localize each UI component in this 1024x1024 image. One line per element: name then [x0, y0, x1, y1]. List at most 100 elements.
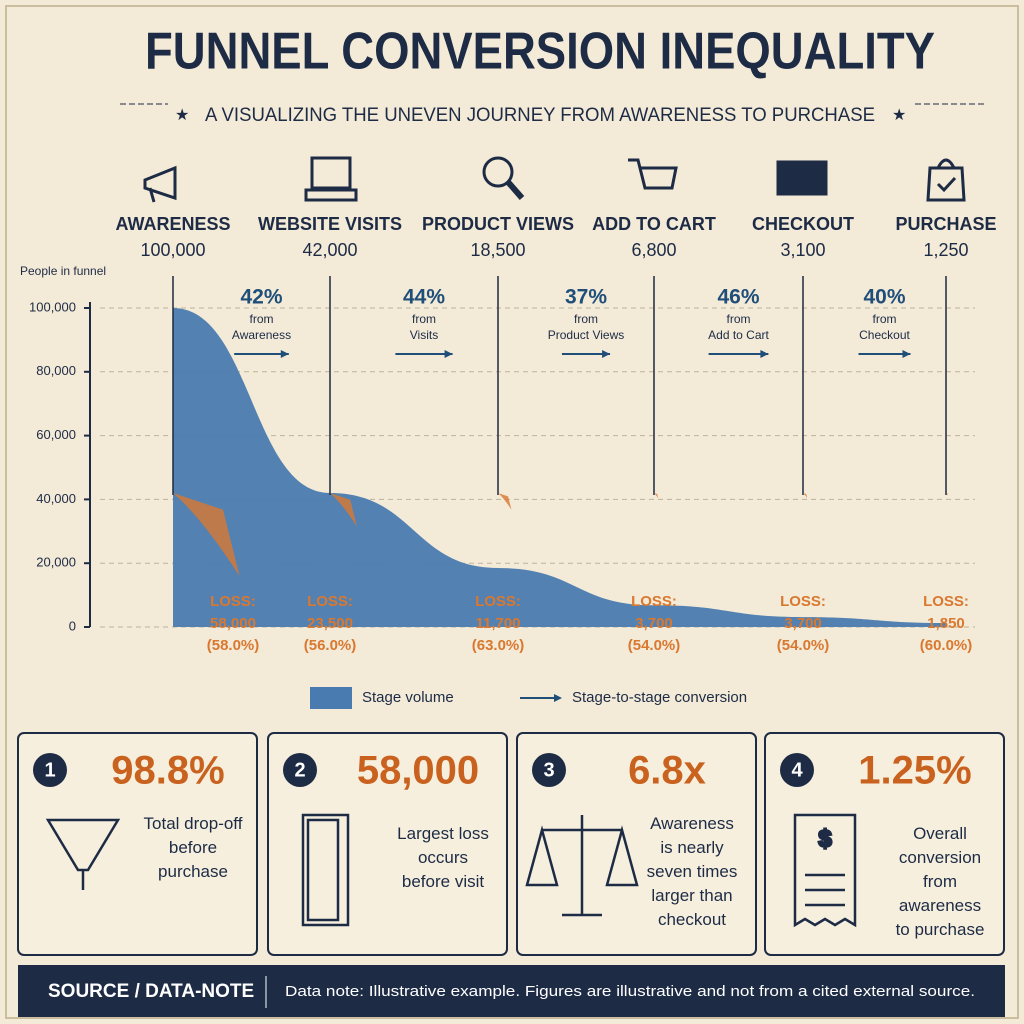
loss-value: 58,000: [210, 615, 256, 632]
arrow-head: [760, 350, 769, 358]
conversion-prefix: from: [250, 312, 274, 326]
icon-megaphone: [143, 165, 177, 203]
conversion-prefix: from: [574, 312, 598, 326]
icon-handle: [505, 180, 525, 200]
loss-label: LOSS:: [307, 593, 353, 610]
loss-percent: (60.0%): [920, 637, 973, 654]
badge: [33, 753, 67, 787]
badge-number: 4: [791, 759, 803, 781]
stage-name: CHECKOUT: [752, 214, 854, 234]
loss-wedge: [654, 493, 659, 499]
loss-percent: (56.0%): [304, 637, 357, 654]
loss-percent: (58.0%): [207, 637, 260, 654]
y-tick-label: 100,000: [29, 299, 76, 314]
conversion-rate: 37%: [565, 286, 607, 309]
stage-value: 18,500: [470, 240, 525, 260]
star: ★: [892, 107, 906, 124]
insight-card: [516, 732, 757, 956]
insight-text: Largest loss occurs before visit: [397, 824, 489, 891]
icon-computer: [310, 156, 352, 190]
stage-value: 42,000: [302, 240, 357, 260]
icon-magnifier: [482, 156, 514, 188]
insight-text: Total drop-off before purchase: [143, 814, 243, 881]
insight-card: [764, 732, 1005, 956]
insight-value: 58,000: [357, 749, 479, 793]
star: ★: [175, 107, 189, 124]
stage-value: 100,000: [140, 240, 205, 260]
stage-volume-area: [173, 308, 946, 627]
conversion-prefix: from: [727, 312, 751, 326]
insight-icon: [525, 815, 639, 917]
badge-number: 2: [294, 759, 305, 781]
insight-icon: [301, 813, 350, 927]
legend-label: Stage volume: [362, 689, 454, 706]
title: FUNNEL CONVERSION INEQUALITY: [145, 23, 935, 81]
loss-label: LOSS:: [475, 593, 521, 610]
insight-card: [267, 732, 508, 956]
conversion-rate: 40%: [863, 286, 905, 309]
arrow-head: [444, 350, 453, 358]
frame: [5, 5, 1019, 1019]
conversion-rate: 46%: [717, 286, 759, 309]
loss-wedge: [173, 493, 240, 577]
badge-number: 1: [44, 759, 55, 781]
conversion-source: Checkout: [859, 328, 910, 342]
loss-percent: (54.0%): [628, 637, 681, 654]
loss-value: 3,700: [784, 615, 822, 632]
legend-label: Stage-to-stage conversion: [572, 689, 747, 706]
stage-name: ADD TO CART: [592, 214, 716, 234]
icon-shape: [301, 813, 350, 927]
insight-text: Overall conversion from awareness to pur…: [895, 824, 985, 939]
icon-dollar: $: [818, 825, 832, 852]
icon-cart: [628, 158, 678, 190]
y-tick-label: 0: [69, 618, 76, 633]
stage-name: PURCHASE: [895, 214, 996, 234]
y-tick-label: 60,000: [36, 427, 76, 442]
icon-shape: [525, 815, 639, 917]
conversion-source: Add to Cart: [708, 328, 769, 342]
stage-value: 3,100: [780, 240, 825, 260]
conversion-rate: 44%: [403, 286, 445, 309]
badge: [780, 753, 814, 787]
insight-value: 1.25%: [858, 749, 971, 793]
loss-percent: (63.0%): [472, 637, 525, 654]
y-axis-label: People in funnel: [20, 264, 106, 278]
loss-wedge: [498, 493, 512, 510]
arrow-head: [280, 350, 289, 358]
icon-card: [776, 160, 828, 196]
stage-name: WEBSITE VISITS: [258, 214, 402, 234]
stage-value: 1,250: [923, 240, 968, 260]
insight-text: Awareness is nearly seven times larger t…: [646, 814, 738, 929]
insight-card: [17, 732, 258, 956]
conversion-prefix: from: [412, 312, 436, 326]
loss-label: LOSS:: [631, 593, 677, 610]
stage-name: AWARENESS: [115, 214, 230, 234]
conversion-prefix: from: [873, 312, 897, 326]
footer-label: SOURCE / DATA-NOTE: [48, 981, 254, 1002]
badge: [532, 753, 566, 787]
loss-value: 11,700: [475, 615, 520, 632]
arrow-head: [554, 694, 562, 702]
legend-swatch: [310, 687, 352, 709]
stage-icons: [143, 156, 966, 203]
conversion-source: Awareness: [232, 328, 291, 342]
loss-label: LOSS:: [780, 593, 826, 610]
insight-value: 6.8x: [628, 749, 706, 793]
loss-value: 3,700: [635, 615, 673, 632]
insight-icon: $: [793, 813, 857, 928]
loss-label: LOSS:: [210, 593, 256, 610]
footer-bar: [18, 965, 1005, 1017]
y-tick-label: 40,000: [36, 491, 76, 506]
arrow-head: [602, 350, 611, 358]
conversion-source: Product Views: [548, 328, 624, 342]
icon-shape: [793, 813, 857, 928]
icon-keyboard: [304, 188, 358, 202]
stage-name: PRODUCT VIEWS: [422, 214, 574, 234]
arrow-head: [902, 350, 911, 358]
badge-number: 3: [543, 759, 554, 781]
insight-value: 98.8%: [111, 749, 224, 793]
conversion-rate: 42%: [240, 286, 282, 309]
stage-value: 6,800: [631, 240, 676, 260]
badge: [283, 753, 317, 787]
